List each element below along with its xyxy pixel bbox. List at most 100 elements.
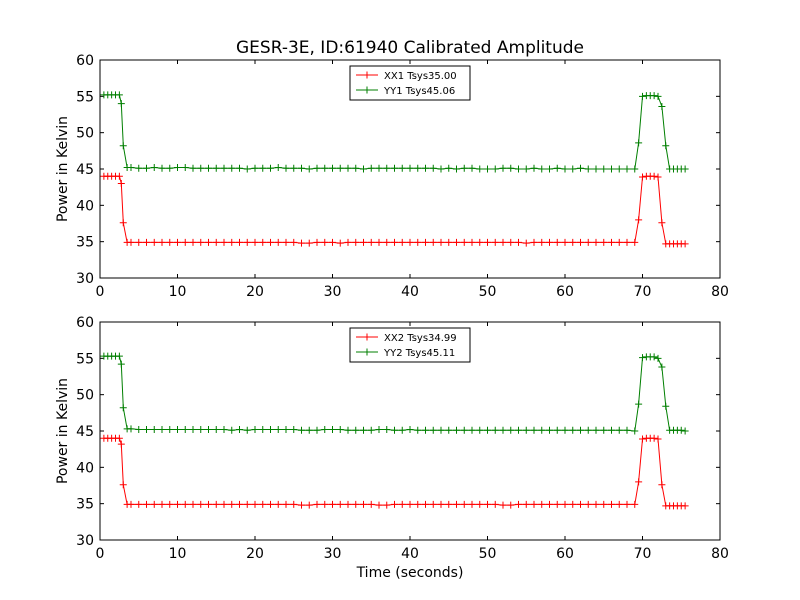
data-point: [290, 500, 298, 508]
y-tick-label: 50: [76, 126, 94, 142]
data-point: [654, 435, 662, 443]
data-point: [391, 500, 398, 508]
data-point: [460, 238, 468, 246]
data-point: [189, 164, 197, 172]
data-point: [414, 426, 422, 434]
y-tick-label: 35: [76, 235, 94, 251]
data-point: [681, 240, 689, 248]
data-point: [453, 426, 460, 434]
data-point: [228, 164, 236, 172]
data-point: [530, 238, 538, 246]
data-point: [383, 426, 391, 434]
data-point: [115, 352, 123, 360]
data-point: [681, 502, 689, 510]
data-point: [600, 500, 608, 508]
data-point: [274, 426, 282, 434]
data-point: [499, 501, 507, 509]
data-point: [305, 165, 313, 173]
data-point: [150, 238, 158, 246]
data-point: [530, 500, 538, 508]
data-point: [507, 426, 515, 434]
data-point: [243, 426, 251, 434]
data-point: [274, 500, 282, 508]
x-tick-label: 0: [96, 546, 105, 562]
data-point: [212, 238, 220, 246]
legend-marker: [363, 71, 371, 79]
data-point: [267, 500, 274, 508]
data-point: [135, 426, 143, 434]
y-tick-label: 40: [76, 460, 94, 476]
data-point: [298, 164, 305, 172]
data-point: [507, 164, 515, 172]
data-point: [515, 238, 522, 246]
data-point: [181, 426, 189, 434]
data-point: [228, 238, 236, 246]
data-point: [635, 216, 643, 224]
data-point: [375, 501, 383, 509]
y-axis-label: Power in Kelvin: [55, 116, 71, 222]
data-point: [507, 501, 515, 509]
data-point: [298, 501, 305, 509]
data-point: [677, 426, 685, 434]
data-point: [158, 164, 166, 172]
data-point: [228, 500, 236, 508]
data-point: [117, 100, 125, 108]
y-tick-label: 50: [76, 388, 94, 404]
data-point: [635, 400, 643, 408]
data-point: [298, 239, 305, 247]
data-point: [135, 500, 143, 508]
data-point: [212, 426, 220, 434]
data-point: [569, 238, 577, 246]
data-point: [143, 238, 150, 246]
data-point: [654, 92, 662, 100]
data-point: [205, 238, 212, 246]
data-point: [174, 238, 181, 246]
data-point: [259, 164, 267, 172]
data-point: [127, 425, 135, 433]
data-point: [352, 426, 360, 434]
data-point: [650, 92, 658, 100]
data-point: [398, 500, 406, 508]
x-tick-label: 20: [246, 284, 264, 300]
data-point: [166, 500, 174, 508]
data-point: [259, 238, 267, 246]
data-point: [166, 238, 174, 246]
y-tick-label: 30: [76, 271, 94, 287]
data-point: [375, 426, 383, 434]
data-point: [329, 500, 336, 508]
data-point: [577, 238, 584, 246]
data-point: [499, 238, 507, 246]
data-point: [375, 164, 383, 172]
y-tick-label: 55: [76, 351, 94, 367]
data-point: [600, 165, 608, 173]
data-point: [150, 164, 158, 172]
data-point: [212, 164, 220, 172]
data-point: [538, 238, 546, 246]
y-tick-label: 55: [76, 89, 94, 105]
data-point: [484, 500, 491, 508]
data-point: [352, 500, 360, 508]
data-point: [600, 238, 608, 246]
data-point: [546, 500, 553, 508]
data-point: [406, 426, 414, 434]
data-point: [615, 165, 623, 173]
legend-label: XX1 Tsys35.00: [384, 71, 457, 82]
data-point: [305, 239, 313, 247]
data-point: [267, 238, 274, 246]
data-point: [650, 434, 658, 442]
x-tick-label: 10: [169, 284, 187, 300]
y-axis-label: Power in Kelvin: [55, 378, 71, 484]
data-point: [569, 426, 577, 434]
data-point: [197, 500, 205, 508]
data-point: [313, 238, 321, 246]
series-1: [100, 172, 689, 248]
data-point: [189, 500, 197, 508]
data-point: [127, 238, 135, 246]
data-point: [115, 172, 123, 180]
data-point: [251, 164, 259, 172]
data-point: [429, 164, 437, 172]
data-point: [117, 180, 125, 188]
data-point: [383, 501, 391, 509]
y-tick-label: 35: [76, 497, 94, 513]
